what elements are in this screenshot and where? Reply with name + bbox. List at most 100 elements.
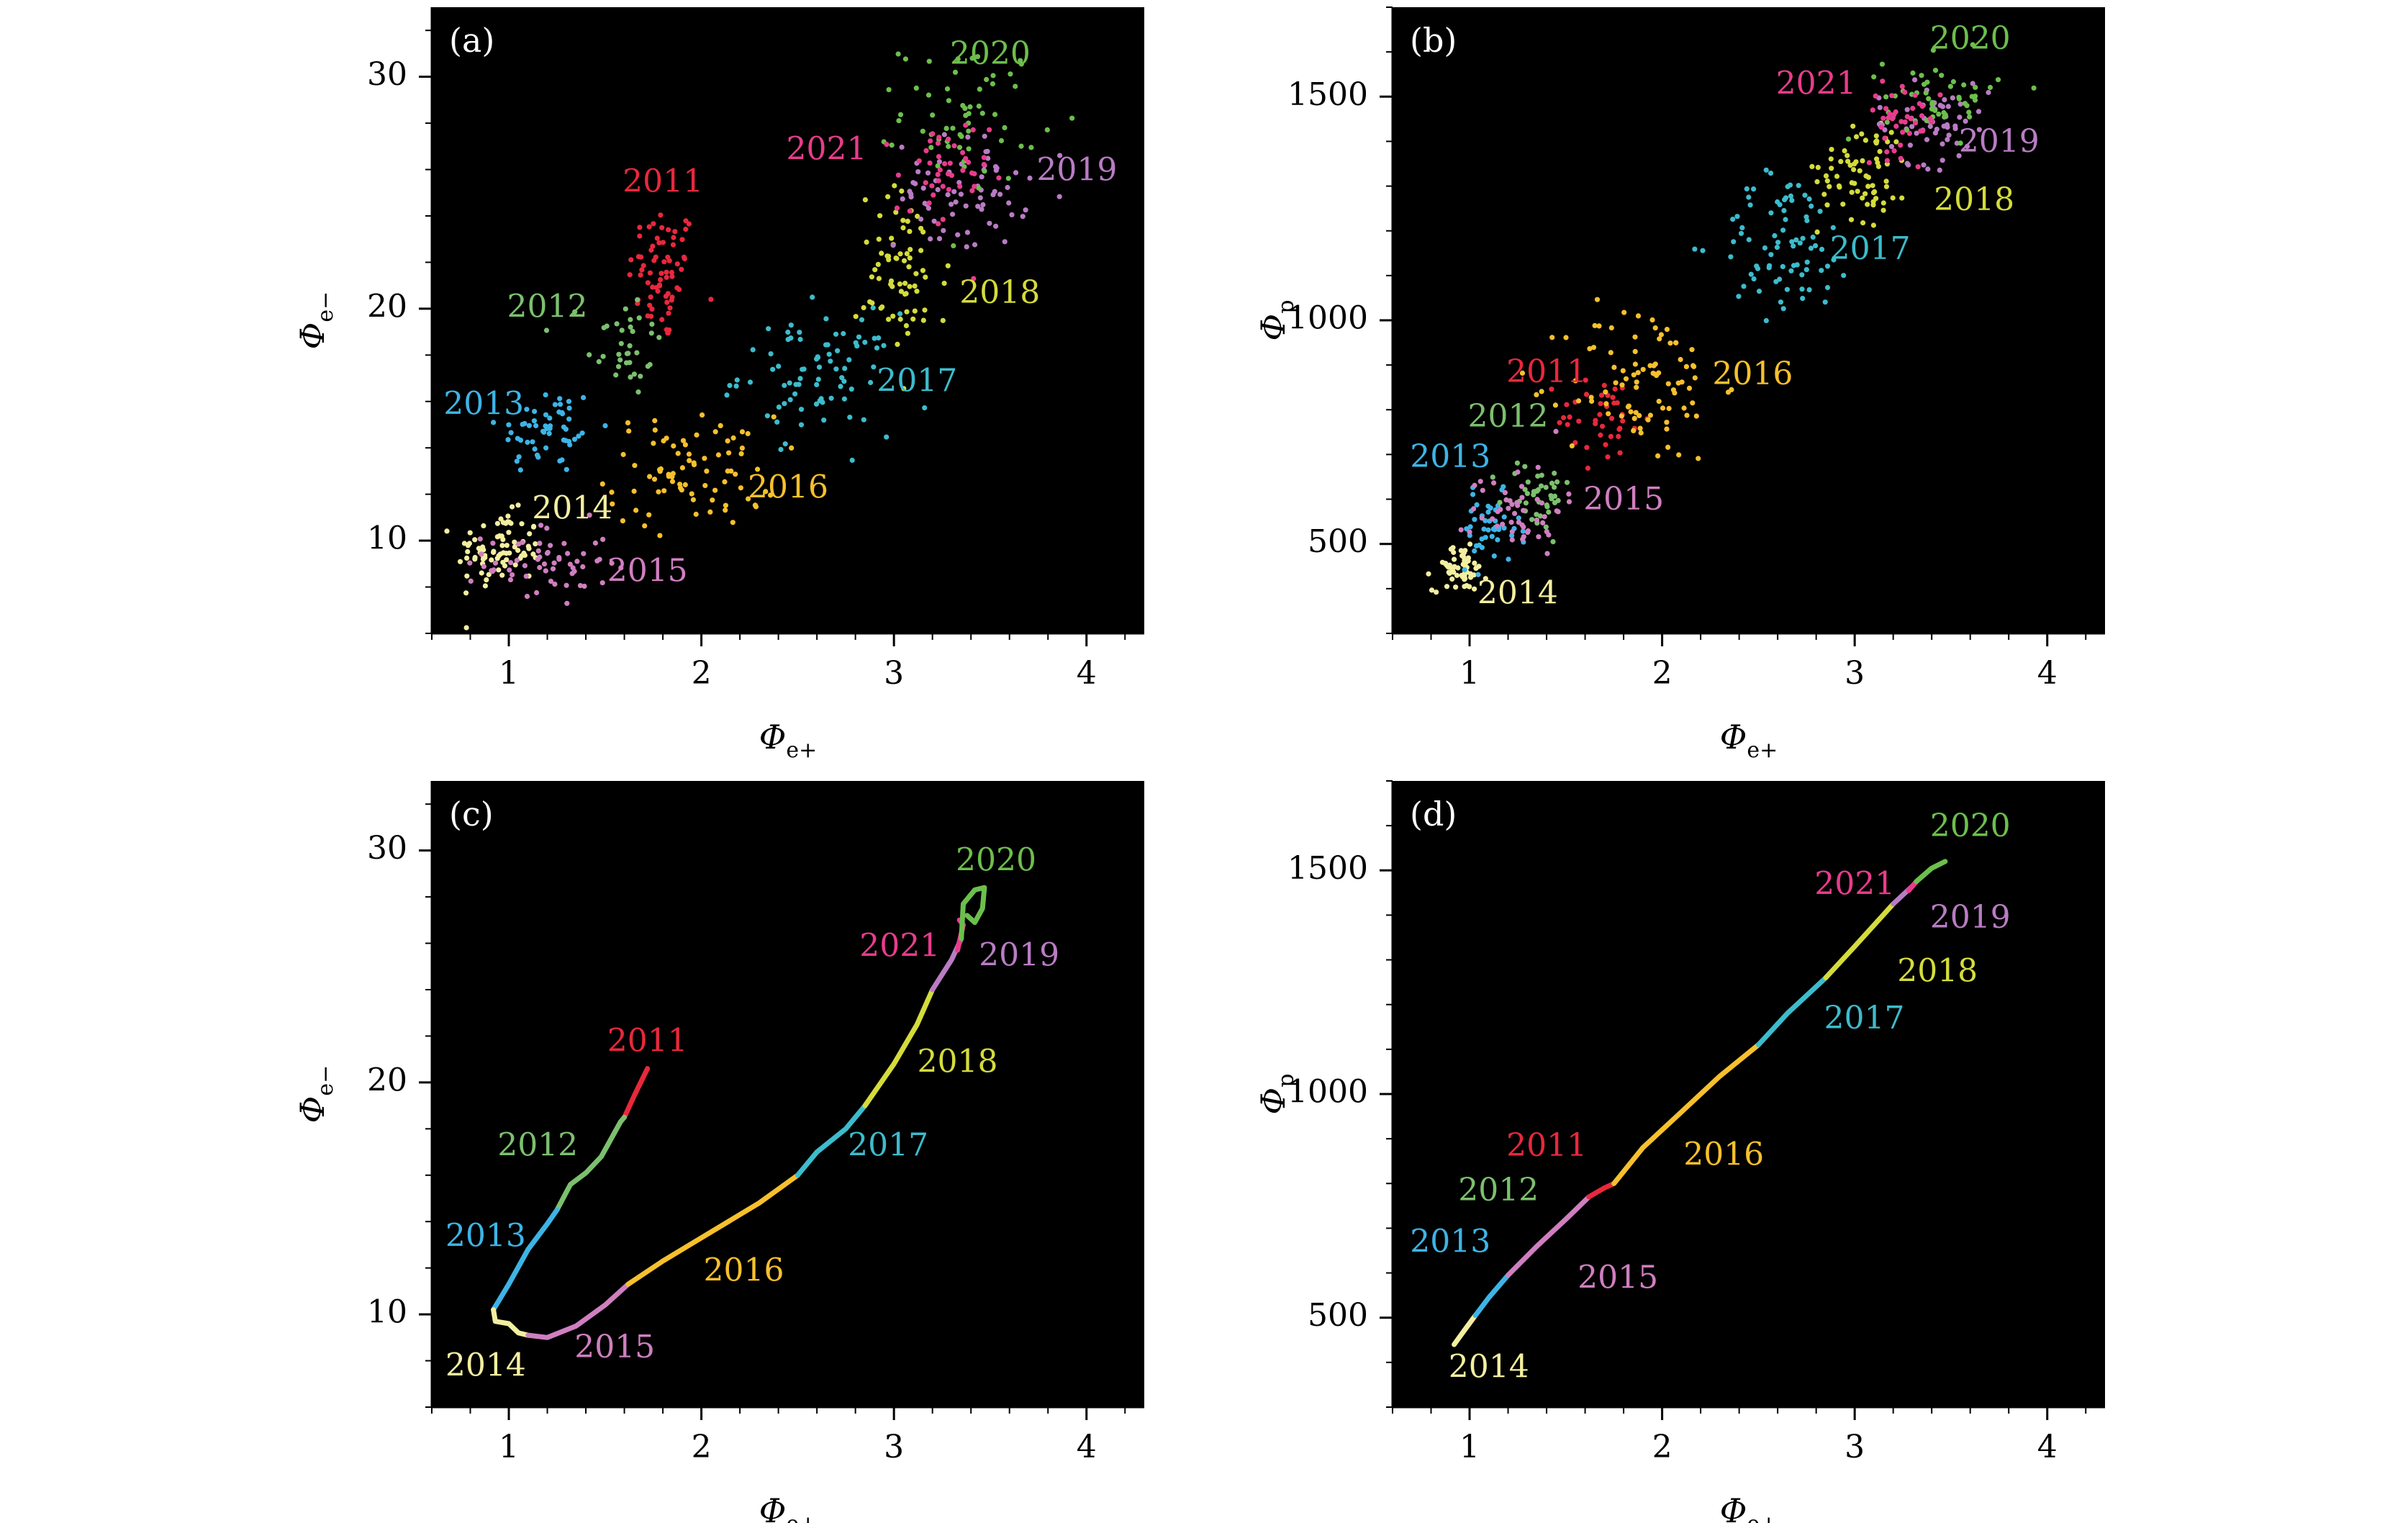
point-2016: [1665, 444, 1671, 451]
point-2015: [1491, 480, 1497, 486]
point-2018: [1870, 202, 1876, 208]
x-axis-label-a: Φe+: [759, 718, 818, 763]
point-2013: [1485, 509, 1491, 515]
x-axis-label-b: Φe+: [1720, 718, 1778, 763]
point-2017: [1780, 306, 1786, 312]
point-2021: [946, 136, 951, 142]
point-2019: [925, 170, 931, 176]
point-2012: [630, 328, 635, 334]
panel-label-b: (b): [1410, 21, 1457, 60]
point-2021: [947, 161, 953, 166]
point-2013: [559, 411, 566, 417]
point-2015: [1477, 479, 1483, 484]
point-2019: [949, 202, 954, 207]
point-2011: [683, 226, 689, 232]
point-2020: [896, 118, 902, 124]
point-2012: [587, 352, 592, 358]
point-2016: [625, 420, 631, 426]
point-2019: [913, 181, 918, 186]
point-2011: [1601, 382, 1607, 389]
point-2019: [900, 196, 905, 202]
point-2014: [505, 513, 511, 519]
point-2016: [1569, 443, 1575, 449]
point-2015: [592, 540, 599, 546]
point-2016: [1608, 350, 1613, 356]
point-2018: [907, 229, 913, 235]
year-label-2018: 2018: [1897, 953, 1978, 990]
point-2020: [977, 86, 982, 92]
trajectory-2011: [622, 1066, 651, 1120]
point-2014: [505, 519, 511, 525]
point-2014: [1450, 565, 1456, 571]
point-2016: [1664, 426, 1670, 432]
point-2014: [500, 550, 507, 556]
point-2021: [1898, 119, 1904, 125]
point-2019: [1964, 143, 1970, 150]
point-2020: [1013, 83, 1018, 89]
panel-d: 2011 2012 2013 2014 2015 2016 2017 2018 2019 2020…: [1254, 780, 2105, 1523]
point-2018: [1824, 202, 1830, 208]
year-label-2017: 2017: [877, 363, 957, 399]
point-2018: [897, 281, 902, 287]
point-2020: [1961, 82, 1967, 88]
year-label-2013: 2013: [1410, 438, 1490, 475]
point-2015: [507, 577, 514, 583]
point-2017: [922, 405, 928, 411]
point-2017: [1802, 192, 1808, 198]
point-2017: [1767, 171, 1774, 176]
x-tick-label-a: 2: [692, 655, 712, 692]
year-label-2014: 2014: [445, 1347, 526, 1384]
point-2019: [931, 218, 937, 224]
year-label-2012: 2012: [1458, 1172, 1539, 1208]
point-2017: [1791, 243, 1796, 249]
point-2018: [898, 289, 904, 294]
point-2017: [1822, 299, 1828, 305]
point-2015: [545, 550, 551, 556]
point-2018: [1872, 189, 1878, 194]
point-2021: [935, 140, 941, 146]
point-2013: [576, 433, 581, 439]
point-2016: [1655, 453, 1661, 459]
point-2021: [907, 208, 913, 214]
point-2019: [972, 242, 978, 248]
point-2018: [1845, 153, 1850, 158]
point-2016: [722, 479, 728, 485]
point-2021: [1882, 135, 1888, 141]
trajectory-2014: [491, 1307, 531, 1338]
point-2018: [904, 309, 910, 315]
point-2017: [734, 377, 740, 383]
point-2015: [481, 564, 486, 569]
point-2011: [1583, 377, 1588, 383]
point-2019: [920, 185, 926, 191]
point-2017: [872, 335, 877, 341]
point-2020: [1926, 96, 1932, 101]
point-2020: [1966, 109, 1972, 115]
point-2014: [496, 553, 502, 559]
point-2017: [778, 446, 784, 453]
point-2017: [1731, 239, 1737, 245]
point-2013: [525, 439, 530, 446]
point-2011: [1576, 418, 1582, 424]
point-2018: [1849, 189, 1855, 195]
point-2021: [1912, 92, 1918, 98]
point-2012: [1543, 484, 1549, 490]
point-2017: [1806, 196, 1812, 202]
point-2017: [1783, 217, 1788, 222]
point-2016: [704, 469, 710, 474]
point-2018: [1814, 229, 1820, 235]
point-2016: [1634, 379, 1639, 385]
point-2020: [1967, 114, 1973, 119]
point-2014: [1472, 586, 1477, 592]
point-2016: [682, 442, 689, 448]
point-2015: [1479, 515, 1485, 521]
point-2021: [960, 168, 966, 173]
point-2021: [935, 171, 941, 177]
point-2021: [1910, 105, 1916, 112]
point-2020: [1932, 68, 1939, 73]
point-2018: [920, 317, 926, 323]
point-2016: [1563, 335, 1569, 340]
point-2020: [897, 112, 904, 117]
point-2018: [1840, 202, 1846, 207]
point-2013: [1490, 526, 1496, 532]
x-tick-label-b: 1: [1459, 655, 1480, 692]
